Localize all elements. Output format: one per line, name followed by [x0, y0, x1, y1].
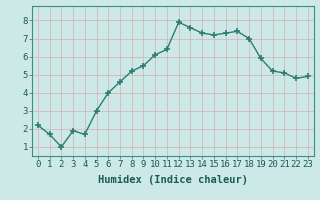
X-axis label: Humidex (Indice chaleur): Humidex (Indice chaleur) [98, 175, 248, 185]
